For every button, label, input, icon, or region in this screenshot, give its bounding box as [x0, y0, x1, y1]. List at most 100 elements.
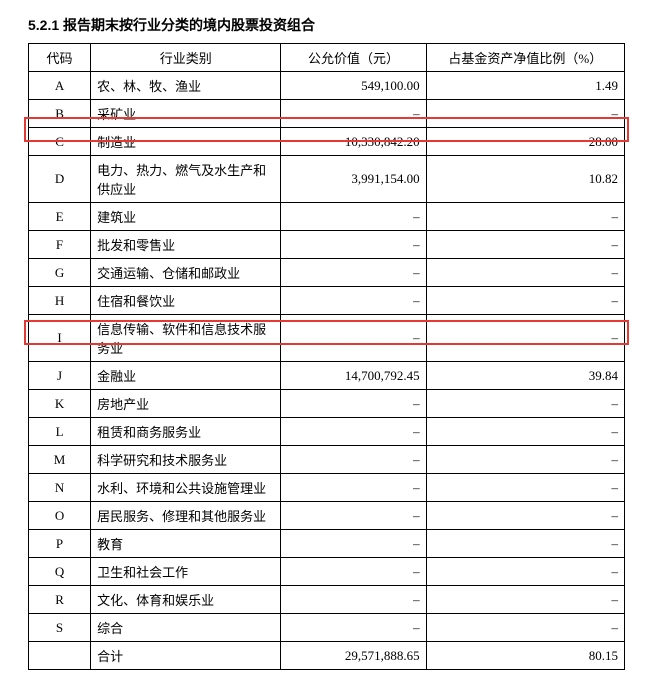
- cell-category: 电力、热力、燃气及水生产和供应业: [91, 156, 281, 203]
- cell-category: 批发和零售业: [91, 231, 281, 259]
- cell-ratio: –: [426, 390, 624, 418]
- cell-code: R: [29, 586, 91, 614]
- cell-value: –: [281, 586, 426, 614]
- table-row: D电力、热力、燃气及水生产和供应业3,991,154.0010.82: [29, 156, 625, 203]
- cell-value: –: [281, 287, 426, 315]
- table-container: 代码 行业类别 公允价值（元） 占基金资产净值比例（%） A农、林、牧、渔业54…: [28, 43, 625, 670]
- cell-total-value: 29,571,888.65: [281, 642, 426, 670]
- cell-code: S: [29, 614, 91, 642]
- cell-ratio: 1.49: [426, 72, 624, 100]
- cell-category: 居民服务、修理和其他服务业: [91, 502, 281, 530]
- table-row: G交通运输、仓储和邮政业––: [29, 259, 625, 287]
- cell-code: N: [29, 474, 91, 502]
- table-row: J金融业14,700,792.4539.84: [29, 362, 625, 390]
- cell-ratio: –: [426, 418, 624, 446]
- table-row: R文化、体育和娱乐业––: [29, 586, 625, 614]
- cell-total-ratio: 80.15: [426, 642, 624, 670]
- cell-ratio: –: [426, 259, 624, 287]
- table-row: M科学研究和技术服务业––: [29, 446, 625, 474]
- cell-code: [29, 642, 91, 670]
- cell-ratio: 10.82: [426, 156, 624, 203]
- cell-code: G: [29, 259, 91, 287]
- cell-category: 农、林、牧、渔业: [91, 72, 281, 100]
- cell-code: B: [29, 100, 91, 128]
- header-value: 公允价值（元）: [281, 44, 426, 72]
- cell-category: 建筑业: [91, 203, 281, 231]
- cell-value: –: [281, 100, 426, 128]
- cell-code: J: [29, 362, 91, 390]
- cell-category: 科学研究和技术服务业: [91, 446, 281, 474]
- cell-value: –: [281, 614, 426, 642]
- header-category: 行业类别: [91, 44, 281, 72]
- table-row: A农、林、牧、渔业549,100.001.49: [29, 72, 625, 100]
- cell-value: –: [281, 502, 426, 530]
- cell-value: –: [281, 418, 426, 446]
- cell-category: 交通运输、仓储和邮政业: [91, 259, 281, 287]
- cell-ratio: –: [426, 203, 624, 231]
- cell-category: 信息传输、软件和信息技术服务业: [91, 315, 281, 362]
- cell-category: 采矿业: [91, 100, 281, 128]
- cell-category: 制造业: [91, 128, 281, 156]
- cell-code: D: [29, 156, 91, 203]
- header-ratio: 占基金资产净值比例（%）: [426, 44, 624, 72]
- table-row: L租赁和商务服务业––: [29, 418, 625, 446]
- cell-ratio: –: [426, 474, 624, 502]
- cell-value: –: [281, 203, 426, 231]
- cell-code: C: [29, 128, 91, 156]
- cell-code: F: [29, 231, 91, 259]
- cell-ratio: –: [426, 231, 624, 259]
- cell-value: –: [281, 390, 426, 418]
- cell-total-label: 合计: [91, 642, 281, 670]
- cell-code: I: [29, 315, 91, 362]
- table-row: O居民服务、修理和其他服务业––: [29, 502, 625, 530]
- cell-value: –: [281, 259, 426, 287]
- cell-code: O: [29, 502, 91, 530]
- cell-value: –: [281, 474, 426, 502]
- cell-value: –: [281, 446, 426, 474]
- cell-ratio: –: [426, 315, 624, 362]
- table-row: F批发和零售业––: [29, 231, 625, 259]
- section-title: 5.2.1 报告期末按行业分类的境内股票投资组合: [28, 15, 625, 35]
- cell-code: L: [29, 418, 91, 446]
- cell-ratio: 28.00: [426, 128, 624, 156]
- cell-category: 综合: [91, 614, 281, 642]
- cell-code: H: [29, 287, 91, 315]
- cell-value: –: [281, 315, 426, 362]
- table-row: C制造业10,330,842.2028.00: [29, 128, 625, 156]
- table-row: Q卫生和社会工作––: [29, 558, 625, 586]
- cell-value: 14,700,792.45: [281, 362, 426, 390]
- table-row: N水利、环境和公共设施管理业––: [29, 474, 625, 502]
- table-row: H住宿和餐饮业––: [29, 287, 625, 315]
- cell-ratio: –: [426, 446, 624, 474]
- cell-code: M: [29, 446, 91, 474]
- cell-value: 549,100.00: [281, 72, 426, 100]
- table-total-row: 合计29,571,888.6580.15: [29, 642, 625, 670]
- industry-table: 代码 行业类别 公允价值（元） 占基金资产净值比例（%） A农、林、牧、渔业54…: [28, 43, 625, 670]
- table-row: K房地产业––: [29, 390, 625, 418]
- table-row: B采矿业––: [29, 100, 625, 128]
- cell-code: E: [29, 203, 91, 231]
- cell-value: –: [281, 231, 426, 259]
- cell-ratio: –: [426, 502, 624, 530]
- table-row: S综合––: [29, 614, 625, 642]
- cell-ratio: –: [426, 287, 624, 315]
- cell-value: –: [281, 558, 426, 586]
- cell-ratio: –: [426, 558, 624, 586]
- cell-ratio: 39.84: [426, 362, 624, 390]
- header-code: 代码: [29, 44, 91, 72]
- cell-category: 租赁和商务服务业: [91, 418, 281, 446]
- cell-category: 住宿和餐饮业: [91, 287, 281, 315]
- cell-ratio: –: [426, 614, 624, 642]
- table-row: I信息传输、软件和信息技术服务业––: [29, 315, 625, 362]
- cell-category: 金融业: [91, 362, 281, 390]
- cell-ratio: –: [426, 100, 624, 128]
- cell-code: Q: [29, 558, 91, 586]
- cell-value: 10,330,842.20: [281, 128, 426, 156]
- table-header-row: 代码 行业类别 公允价值（元） 占基金资产净值比例（%）: [29, 44, 625, 72]
- cell-code: A: [29, 72, 91, 100]
- cell-category: 房地产业: [91, 390, 281, 418]
- cell-ratio: –: [426, 586, 624, 614]
- cell-category: 卫生和社会工作: [91, 558, 281, 586]
- cell-code: K: [29, 390, 91, 418]
- cell-category: 水利、环境和公共设施管理业: [91, 474, 281, 502]
